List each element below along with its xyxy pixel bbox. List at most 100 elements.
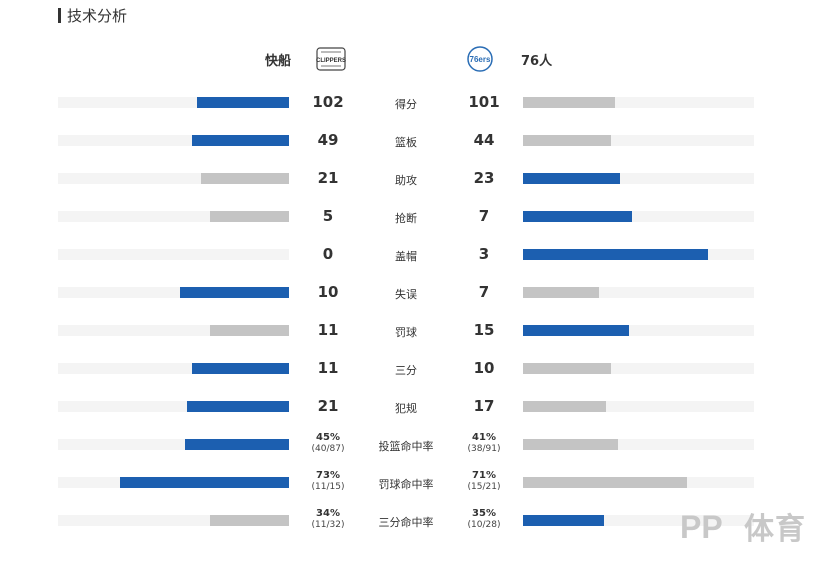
right-bar-track	[523, 515, 754, 526]
left-bar-track	[58, 173, 289, 184]
left-stat-percent: 45%	[316, 432, 340, 443]
left-stat-value: 11	[317, 359, 339, 377]
right-bar-track	[523, 97, 754, 108]
right-stat-value: 101	[468, 93, 500, 111]
left-stat-value: 34% (11/32)	[298, 508, 358, 530]
left-bar-track	[58, 439, 289, 450]
right-stat-value: 23	[473, 169, 495, 187]
left-bar-track	[58, 287, 289, 298]
left-bar-track	[58, 97, 289, 108]
right-bar-track	[523, 287, 754, 298]
watermark-text: 体育	[744, 512, 806, 547]
left-bar-track	[58, 135, 289, 146]
right-stat-percent: 71%	[472, 470, 496, 481]
right-stat-fraction: (38/91)	[467, 444, 501, 454]
left-bar-track	[58, 363, 289, 374]
stat-row: 11 10 三分	[0, 350, 831, 388]
stat-label: 三分	[395, 364, 417, 377]
right-bar-track	[523, 325, 754, 336]
right-bar-track	[523, 477, 754, 488]
left-bar-track	[58, 477, 289, 488]
right-bar-track	[523, 401, 754, 412]
clippers-logo-text: CLIPPERS	[316, 58, 346, 64]
section-title: 技术分析	[58, 5, 127, 25]
stat-label: 失误	[395, 288, 417, 301]
stat-row: 11 15 罚球	[0, 312, 831, 350]
right-stat-fraction: (10/28)	[467, 520, 501, 530]
left-stat-value: 10	[317, 283, 339, 301]
stat-label: 罚球命中率	[378, 478, 434, 491]
left-bar-track	[58, 325, 289, 336]
right-bar-fill	[523, 325, 630, 336]
stat-label: 得分	[395, 98, 417, 111]
right-bar-track	[523, 135, 754, 146]
stat-label: 三分命中率	[378, 516, 434, 529]
left-stat-value: 11	[317, 321, 339, 339]
right-bar-fill	[523, 97, 616, 108]
stat-row: 0 3 盖帽	[0, 236, 831, 274]
left-stat-fraction: (40/87)	[311, 444, 345, 454]
right-bar-fill	[523, 249, 708, 260]
right-bar-fill	[523, 363, 611, 374]
left-stat-fraction: (11/32)	[311, 520, 345, 530]
stat-label: 抢断	[395, 212, 417, 225]
right-stat-value: 71% (15/21)	[454, 470, 514, 492]
left-bar-fill	[191, 363, 289, 374]
right-stat-value: 35% (10/28)	[454, 508, 514, 530]
right-bar-fill	[523, 515, 604, 526]
left-stat-value: 5	[322, 207, 334, 225]
right-stat-value: 3	[478, 245, 490, 263]
stat-row: 10 7 失误	[0, 274, 831, 312]
left-stat-value: 21	[317, 397, 339, 415]
team-name-left: 快船	[265, 54, 292, 69]
left-bar-track	[58, 211, 289, 222]
right-stat-value: 15	[473, 321, 495, 339]
right-bar-fill	[523, 439, 618, 450]
pp-logo-text: PP	[680, 509, 723, 544]
right-stat-value: 7	[478, 283, 490, 301]
left-bar-fill	[201, 173, 289, 184]
right-stat-value: 44	[473, 131, 495, 149]
pp-logo-icon: PP	[680, 509, 723, 544]
section-title-text: 技术分析	[67, 6, 128, 25]
title-accent-bar	[58, 7, 61, 23]
stat-label: 盖帽	[395, 250, 417, 263]
left-stat-value: 49	[317, 131, 339, 149]
right-bar-track	[523, 211, 754, 222]
left-bar-fill	[120, 477, 289, 488]
stat-label: 篮板	[395, 136, 417, 149]
left-bar-fill	[187, 401, 289, 412]
left-stat-percent: 34%	[316, 508, 340, 519]
right-bar-track	[523, 363, 754, 374]
left-bar-fill	[210, 515, 289, 526]
right-bar-track	[523, 439, 754, 450]
right-stat-value: 7	[478, 207, 490, 225]
left-bar-track	[58, 401, 289, 412]
clippers-logo-icon: CLIPPERS	[316, 47, 346, 71]
left-bar-fill	[185, 439, 289, 450]
stat-row: 73% (11/15) 71% (15/21) 罚球命中率	[0, 464, 831, 502]
left-stat-value: 0	[322, 245, 334, 263]
left-bar-fill	[210, 211, 289, 222]
left-bar-fill	[196, 97, 289, 108]
stat-label: 罚球	[395, 326, 417, 339]
right-stat-value: 17	[473, 397, 495, 415]
right-bar-track	[523, 249, 754, 260]
team-name-right: 76人	[521, 54, 553, 69]
watermark: PP 体育	[678, 506, 806, 547]
left-stat-fraction: (11/15)	[311, 482, 345, 492]
stat-row: 21 17 犯规	[0, 388, 831, 426]
left-bar-track	[58, 249, 289, 260]
stat-row: 49 44 篮板	[0, 122, 831, 160]
right-stat-percent: 35%	[472, 508, 496, 519]
left-stat-value: 73% (11/15)	[298, 470, 358, 492]
stat-label: 投篮命中率	[378, 440, 434, 453]
stat-row: 45% (40/87) 41% (38/91) 投篮命中率	[0, 426, 831, 464]
left-bar-fill	[191, 135, 289, 146]
right-bar-fill	[523, 135, 611, 146]
left-stat-value: 21	[317, 169, 339, 187]
stat-row: 102 101 得分	[0, 84, 831, 122]
right-bar-fill	[523, 401, 607, 412]
left-bar-fill	[210, 325, 289, 336]
left-stat-value: 45% (40/87)	[298, 432, 358, 454]
